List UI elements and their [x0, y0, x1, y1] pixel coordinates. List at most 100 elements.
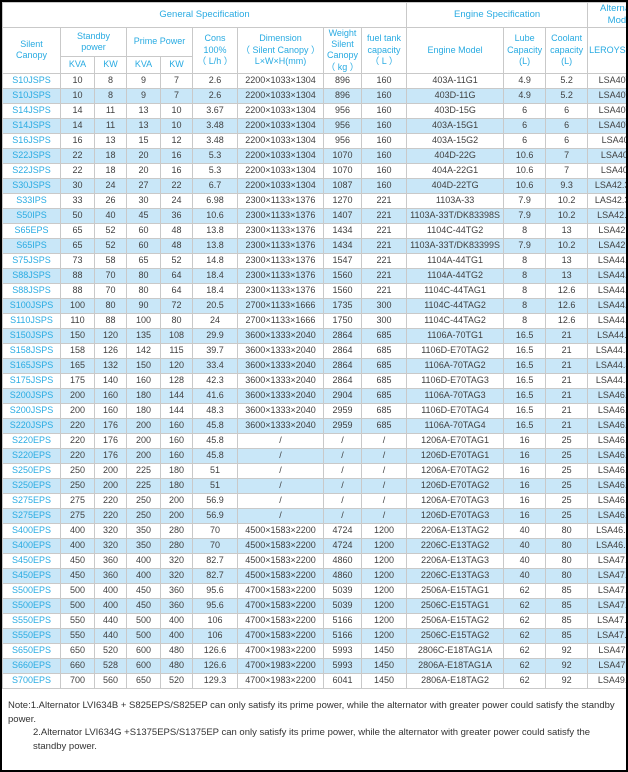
alternator-cell: LSA47.2S5	[587, 597, 626, 614]
model-cell[interactable]: S88JSPS	[2, 267, 61, 284]
alternator-cell: LSA40VS1	[587, 87, 626, 104]
model-cell[interactable]: S100JSPS	[2, 297, 61, 314]
coolant-capacity-cell: 5.2	[545, 87, 589, 104]
column-header-dimension: Dimension （ Silent Canopy ） L×W×H(mm)	[237, 26, 324, 74]
fuel-tank-cell: 1200	[360, 552, 408, 569]
prime-kva-cell: 142	[126, 342, 161, 359]
group-engine-specification: Engine Specification	[406, 2, 589, 28]
alternator-cell: LSA46.3L11	[587, 537, 626, 554]
model-cell[interactable]: S275EPS	[2, 507, 61, 524]
standby-kva-cell: 250	[60, 462, 95, 479]
model-cell[interactable]: S14JSPS	[2, 117, 61, 134]
model-cell[interactable]: S65IPS	[2, 237, 61, 254]
model-cell[interactable]: S220EPS	[2, 447, 61, 464]
model-cell[interactable]: S65EPS	[2, 222, 61, 239]
coolant-capacity-cell: 25	[545, 462, 589, 479]
dimension-cell: 2300×1133×1376	[237, 252, 324, 269]
model-cell[interactable]: S650EPS	[2, 642, 61, 659]
model-cell[interactable]: S200JSPS	[2, 402, 61, 419]
standby-kw-cell: 440	[94, 612, 127, 629]
model-cell[interactable]: S550EPS	[2, 612, 61, 629]
prime-kva-cell: 650	[126, 672, 161, 689]
standby-kva-cell: 220	[60, 432, 95, 449]
lube-capacity-cell: 62	[503, 627, 547, 644]
standby-kw-cell: 400	[94, 597, 127, 614]
weight-cell: 2864	[323, 342, 362, 359]
model-cell[interactable]: S450EPS	[2, 567, 61, 584]
prime-kva-cell: 80	[126, 267, 161, 284]
prime-kva-cell: 600	[126, 657, 161, 674]
cons-cell: 13.8	[192, 222, 238, 239]
model-cell[interactable]: S150JSPS	[2, 327, 61, 344]
model-cell[interactable]: S250EPS	[2, 462, 61, 479]
weight-cell: /	[323, 447, 362, 464]
model-cell[interactable]: S75JSPS	[2, 252, 61, 269]
lube-capacity-cell: 40	[503, 537, 547, 554]
standby-kva-cell: 200	[60, 402, 95, 419]
lube-capacity-cell: 62	[503, 597, 547, 614]
engine-model-cell: 1106A-70TAG3	[406, 387, 505, 404]
weight-cell: 5039	[323, 597, 362, 614]
model-cell[interactable]: S165JSPS	[2, 357, 61, 374]
table-row: S220JSPS 220 176 200 160 45.8 3600×1333×2040 29…	[2, 417, 626, 434]
model-cell[interactable]: S50IPS	[2, 207, 61, 224]
model-cell[interactable]: S400EPS	[2, 522, 61, 539]
model-cell[interactable]: S175JSPS	[2, 372, 61, 389]
prime-kw-cell: 280	[160, 522, 193, 539]
model-cell[interactable]: S10JSPS	[2, 72, 61, 89]
spec-table-body: S10JSPS 10 8 9 7 2.6 2200×1033×1304 896 160 403A-…	[2, 72, 626, 689]
table-row: S250EPS 250 200 225 180 51///1206D-E70TAG2 16 2…	[2, 477, 626, 494]
model-cell[interactable]: S550EPS	[2, 627, 61, 644]
model-cell[interactable]: S16JSPS	[2, 132, 61, 149]
column-header-fuel-tank: fuel tank capacity （ L ）	[360, 26, 408, 74]
standby-kva-cell: 33	[60, 192, 95, 209]
dimension-cell: 3600×1333×2040	[237, 327, 324, 344]
model-cell[interactable]: S110JSPS	[2, 312, 61, 329]
model-cell[interactable]: S400EPS	[2, 537, 61, 554]
standby-kw-cell: 8	[94, 87, 127, 104]
prime-kw-cell: 22	[160, 177, 193, 194]
standby-kva-cell: 65	[60, 237, 95, 254]
model-cell[interactable]: S10JSPS	[2, 87, 61, 104]
model-cell[interactable]: S500EPS	[2, 597, 61, 614]
model-cell[interactable]: S200JSPS	[2, 387, 61, 404]
standby-kw-cell: 11	[94, 102, 127, 119]
model-cell[interactable]: S450EPS	[2, 552, 61, 569]
lube-capacity-cell: 8	[503, 297, 547, 314]
column-header-engine-model: Engine Model	[406, 26, 505, 74]
dimension-cell: 3600×1333×2040	[237, 342, 324, 359]
model-cell[interactable]: S500EPS	[2, 582, 61, 599]
lube-capacity-cell: 16.5	[503, 372, 547, 389]
model-cell[interactable]: S22JSPS	[2, 162, 61, 179]
engine-model-cell: 1104C-44TAG2	[406, 297, 505, 314]
weight-cell: 1560	[323, 267, 362, 284]
engine-model-cell: 1104A-44TG2	[406, 267, 505, 284]
model-cell[interactable]: S220EPS	[2, 432, 61, 449]
table-row: S88JSPS 88 70 80 64 18.4 2300×1133×1376 1560 221…	[2, 282, 626, 299]
engine-model-cell: 2506A-E15TAG1	[406, 582, 505, 599]
table-row: S450EPS 450 360 400 320 82.7 4500×1583×2200 486…	[2, 552, 626, 569]
weight-cell: 956	[323, 132, 362, 149]
model-cell[interactable]: S250EPS	[2, 477, 61, 494]
model-cell[interactable]: S660EPS	[2, 657, 61, 674]
engine-model-cell: 404A-22G1	[406, 162, 505, 179]
model-cell[interactable]: S14JSPS	[2, 102, 61, 119]
model-cell[interactable]: S33IPS	[2, 192, 61, 209]
fuel-tank-cell: 221	[360, 252, 408, 269]
engine-model-cell: 2806A-E18TAG2	[406, 672, 505, 689]
model-cell[interactable]: S275EPS	[2, 492, 61, 509]
model-cell[interactable]: S22JSPS	[2, 147, 61, 164]
cons-cell: 126.6	[192, 642, 238, 659]
fuel-tank-cell: /	[360, 462, 408, 479]
coolant-capacity-cell: 25	[545, 492, 589, 509]
model-cell[interactable]: S30JSPS	[2, 177, 61, 194]
model-cell[interactable]: S158JSPS	[2, 342, 61, 359]
prime-kw-cell: 480	[160, 657, 193, 674]
dimension-cell: /	[237, 492, 324, 509]
lube-capacity-cell: 8	[503, 222, 547, 239]
model-cell[interactable]: S88JSPS	[2, 282, 61, 299]
table-row: S450EPS 450 360 400 320 82.7 4500×1583×2200 486…	[2, 567, 626, 584]
model-cell[interactable]: S700EPS	[2, 672, 61, 689]
fuel-tank-cell: 1200	[360, 567, 408, 584]
model-cell[interactable]: S220JSPS	[2, 417, 61, 434]
